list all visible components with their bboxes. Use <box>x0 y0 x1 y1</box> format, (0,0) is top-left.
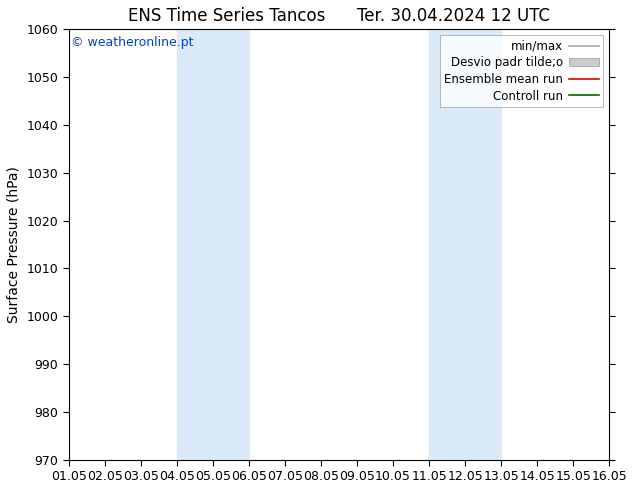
Title: ENS Time Series Tancos      Ter. 30.04.2024 12 UTC: ENS Time Series Tancos Ter. 30.04.2024 1… <box>128 7 550 25</box>
Legend: min/max, Desvio padr tilde;o, Ensemble mean run, Controll run: min/max, Desvio padr tilde;o, Ensemble m… <box>439 35 604 107</box>
Y-axis label: Surface Pressure (hPa): Surface Pressure (hPa) <box>7 166 21 323</box>
Bar <box>177 29 249 460</box>
Bar <box>429 29 501 460</box>
Text: © weatheronline.pt: © weatheronline.pt <box>72 36 194 49</box>
